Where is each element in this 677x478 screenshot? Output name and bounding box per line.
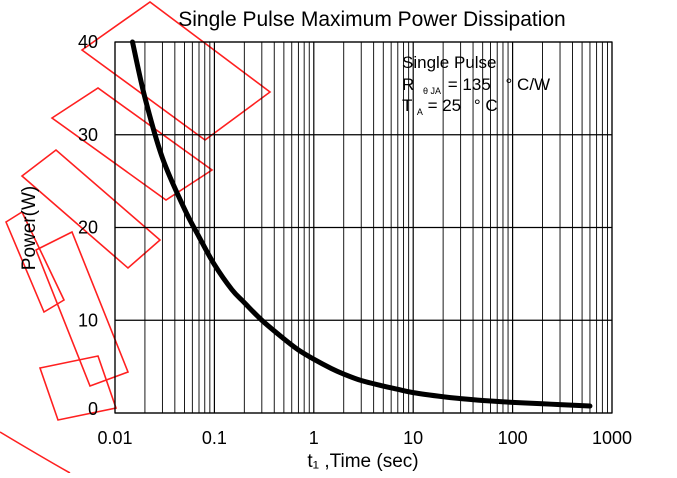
y-tick-label: 10 [78,310,98,330]
annotation-r-subscript: θ JA [423,86,441,96]
watermark-stroke-6 [38,355,118,421]
annotation-line-3: T A = 25 ° C [402,96,498,119]
watermark-stroke-5 [34,230,130,388]
watermark-arc [0,431,71,474]
y-tick-labels: 0 10 20 30 40 [78,32,98,419]
x-tick-label: 1000 [592,428,632,448]
x-tick-label: 100 [498,428,528,448]
annotation-t-subscript: A [417,107,423,117]
annotation: Single Pulse R θ JA = 135 ° C/W T A = 25… [402,53,550,119]
annotation-t-value: = 25 [428,96,462,115]
x-axis-label: t₁ ,Time (sec) [307,451,418,472]
watermark [0,1,272,474]
annotation-line-1: Single Pulse [402,53,497,72]
annotation-r-value: = 135 [448,75,491,94]
watermark-stroke-2 [50,87,214,201]
x-tick-label: 10 [403,428,423,448]
annotation-t-unit: ° C [474,96,498,115]
watermark-stroke-3 [20,148,162,270]
series-line-power [130,39,593,409]
annotation-r-unit: ° C/W [506,75,551,94]
y-axis-label: Power(W) [19,186,40,270]
y-tick-label: 30 [78,125,98,145]
y-tick-label: 40 [78,32,98,52]
watermark-stroke-1 [80,1,272,141]
x-tick-label: 0.1 [202,428,227,448]
watermark-stroke-4 [4,210,66,314]
x-tick-labels: 0.01 0.1 1 10 100 1000 [97,428,632,448]
plot-frame [114,41,613,414]
x-tick-label: 1 [309,428,319,448]
chart-title: Single Pulse Maximum Power Dissipation [178,8,566,31]
y-tick-label: 0 [88,399,98,419]
y-tick-label: 20 [78,218,98,238]
grid [114,41,613,414]
x-tick-label: 0.01 [97,428,132,448]
annotation-r-symbol: R [402,75,414,94]
annotation-line-2: R θ JA = 135 ° C/W [402,75,550,98]
annotation-t-symbol: T [402,96,412,115]
